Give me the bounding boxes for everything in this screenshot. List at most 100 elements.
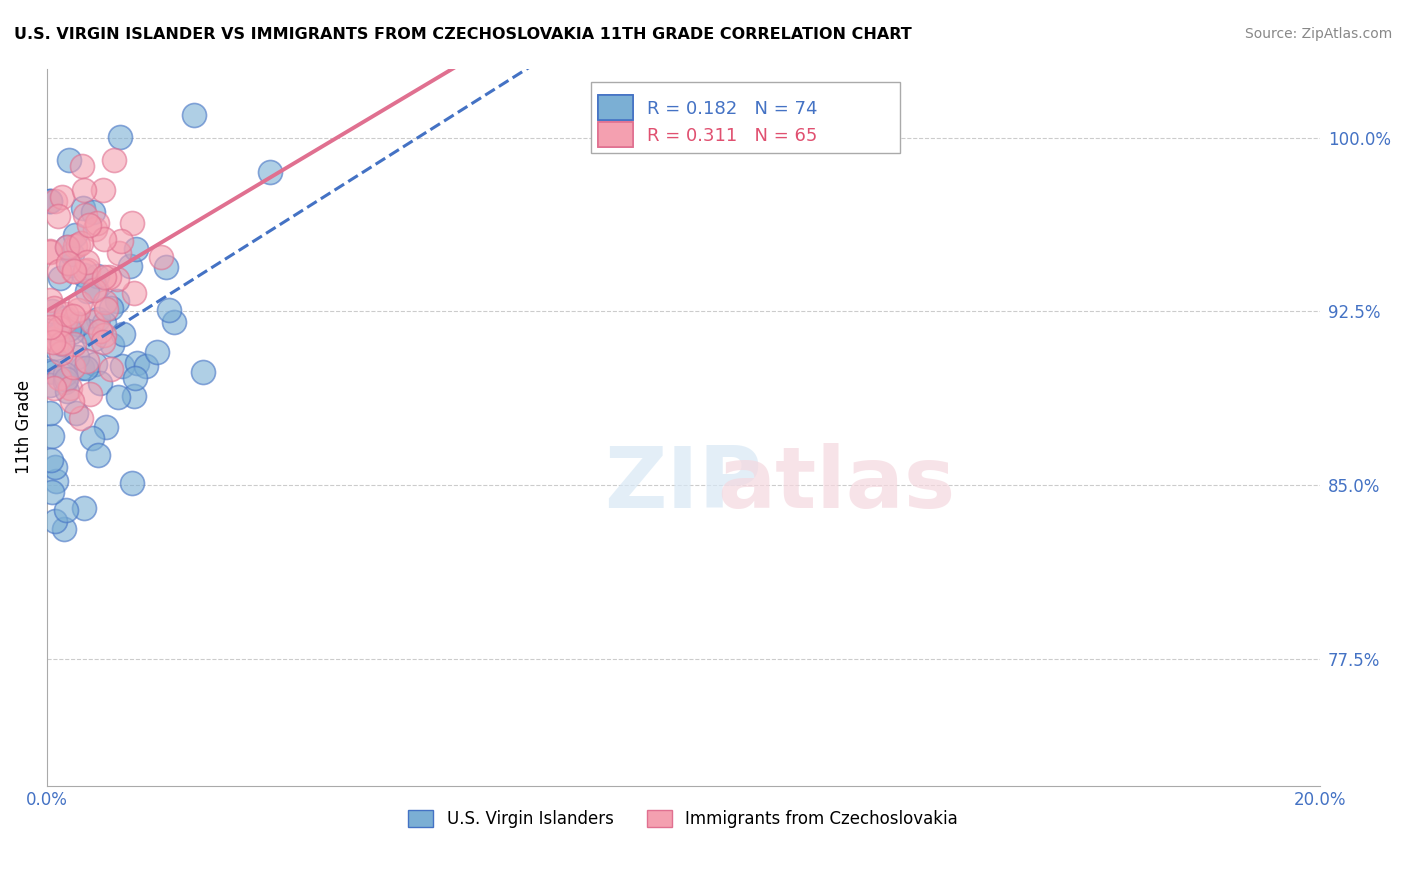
Point bbox=[55, 503, 77, 517]
Point bbox=[49, 271, 72, 285]
Point bbox=[76, 324, 98, 338]
Point bbox=[94, 419, 117, 434]
Point bbox=[46, 326, 69, 340]
Point bbox=[67, 237, 90, 252]
Point bbox=[39, 293, 62, 307]
Text: R = 0.311   N = 65: R = 0.311 N = 65 bbox=[647, 127, 817, 145]
Point bbox=[100, 361, 122, 376]
Point bbox=[46, 318, 69, 332]
Point bbox=[41, 303, 63, 318]
Point bbox=[51, 336, 73, 351]
Point bbox=[76, 262, 98, 277]
Point bbox=[60, 247, 83, 261]
Point bbox=[42, 335, 65, 350]
Point bbox=[39, 194, 62, 208]
Text: atlas: atlas bbox=[717, 443, 955, 526]
Point bbox=[93, 232, 115, 246]
Point bbox=[51, 190, 73, 204]
Point bbox=[70, 235, 93, 250]
Point bbox=[59, 381, 82, 395]
Point bbox=[55, 307, 77, 321]
Point bbox=[94, 294, 117, 309]
Text: ZIP: ZIP bbox=[605, 443, 762, 526]
Point bbox=[120, 260, 142, 274]
Point bbox=[48, 321, 70, 335]
Point bbox=[44, 301, 66, 315]
Point bbox=[62, 359, 84, 374]
Point bbox=[93, 328, 115, 343]
Point bbox=[73, 500, 96, 515]
Point bbox=[191, 366, 214, 380]
Point bbox=[89, 376, 111, 390]
Point bbox=[46, 209, 69, 223]
Point bbox=[70, 160, 93, 174]
Point bbox=[66, 317, 89, 331]
Text: R = 0.182   N = 74: R = 0.182 N = 74 bbox=[647, 100, 817, 118]
Point bbox=[111, 326, 134, 341]
Point bbox=[121, 475, 143, 490]
Point bbox=[41, 428, 63, 442]
Point bbox=[84, 222, 107, 236]
Point bbox=[58, 322, 80, 336]
Point bbox=[73, 208, 96, 222]
Point bbox=[83, 283, 105, 297]
Bar bbox=[598, 122, 633, 147]
Point bbox=[155, 260, 177, 274]
Point bbox=[125, 356, 148, 370]
Point bbox=[76, 255, 98, 269]
Point bbox=[103, 153, 125, 167]
Point bbox=[55, 372, 77, 386]
Point bbox=[55, 367, 77, 381]
Point bbox=[53, 375, 76, 389]
Point bbox=[124, 371, 146, 385]
Point bbox=[82, 205, 104, 219]
Legend: U.S. Virgin Islanders, Immigrants from Czechoslovakia: U.S. Virgin Islanders, Immigrants from C… bbox=[402, 804, 965, 835]
Y-axis label: 11th Grade: 11th Grade bbox=[15, 380, 32, 475]
Point bbox=[100, 301, 122, 316]
Point bbox=[46, 327, 69, 342]
Point bbox=[62, 264, 84, 278]
Point bbox=[48, 264, 70, 278]
Point bbox=[125, 242, 148, 256]
Point bbox=[39, 194, 62, 208]
Point bbox=[56, 384, 79, 398]
Point bbox=[135, 359, 157, 373]
Point bbox=[45, 341, 67, 355]
Point bbox=[93, 269, 115, 284]
Point bbox=[79, 387, 101, 401]
Point bbox=[89, 324, 111, 338]
Point bbox=[183, 108, 205, 122]
Point bbox=[73, 264, 96, 278]
Point bbox=[105, 272, 128, 286]
Point bbox=[110, 234, 132, 248]
Point bbox=[60, 325, 83, 339]
Point bbox=[70, 360, 93, 375]
Point bbox=[39, 319, 62, 334]
Point bbox=[122, 285, 145, 300]
Point bbox=[76, 354, 98, 368]
Point bbox=[91, 334, 114, 349]
Point bbox=[62, 309, 84, 323]
Point bbox=[150, 250, 173, 264]
Bar bbox=[598, 95, 633, 120]
Point bbox=[87, 448, 110, 462]
Point bbox=[72, 268, 94, 283]
Point bbox=[122, 389, 145, 403]
Point bbox=[91, 183, 114, 197]
Point bbox=[65, 228, 87, 243]
Point bbox=[87, 311, 110, 326]
Point bbox=[157, 303, 180, 318]
Point bbox=[46, 334, 69, 348]
Point bbox=[69, 296, 91, 310]
Point bbox=[39, 378, 62, 392]
Point bbox=[86, 216, 108, 230]
Point bbox=[105, 293, 128, 308]
Point bbox=[107, 390, 129, 404]
Point bbox=[60, 394, 83, 409]
Point bbox=[39, 245, 62, 260]
Point bbox=[69, 411, 91, 425]
Point bbox=[63, 239, 86, 253]
Point bbox=[76, 284, 98, 298]
Point bbox=[111, 359, 134, 373]
Point bbox=[121, 216, 143, 230]
